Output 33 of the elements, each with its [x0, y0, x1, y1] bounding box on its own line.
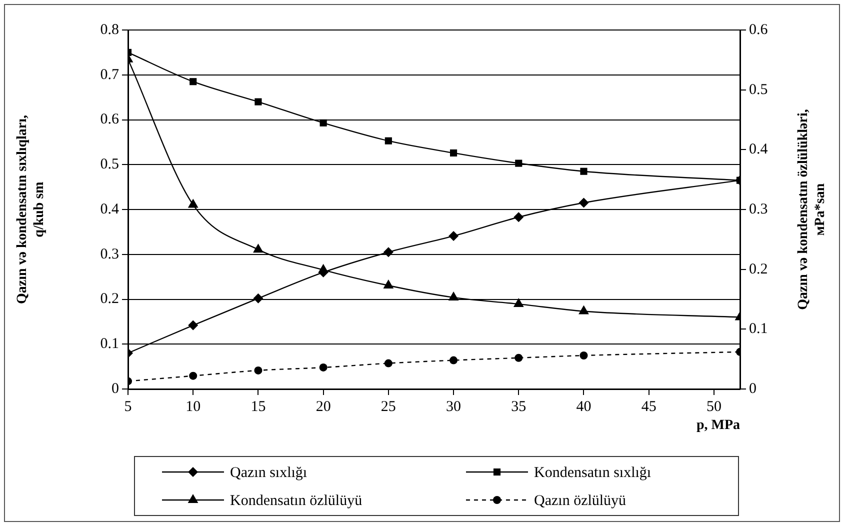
y-tick-label: 0.1 [100, 336, 119, 352]
y2-tick-label: 0.2 [749, 261, 768, 278]
y2-tick-label: 0 [749, 380, 756, 397]
y-tick-label: 0.4 [100, 201, 120, 218]
x-axis-title: p, MPa [696, 418, 740, 434]
x-tick-label: 35 [511, 398, 526, 415]
y-tick-label: 0.3 [100, 246, 119, 262]
legend-label: Kondensatın sıxlığı [534, 464, 652, 481]
y-tick-label: 0.7 [100, 66, 120, 83]
legend-label: Qazın özlülüyü [534, 492, 627, 509]
y-tick-label: 0.6 [100, 112, 120, 128]
y2-tick-label: 0.5 [749, 82, 768, 98]
x-tick-label: 45 [641, 398, 656, 415]
y2-tick-label: 0.3 [749, 201, 768, 218]
legend-label: Kondensatın özlülüyü [230, 492, 363, 509]
x-tick-label: 10 [186, 398, 201, 415]
y-axis-title: Qazın və kondensatın sıxlıqları, q/kub sm [15, 114, 47, 304]
x-tick-label: 25 [380, 398, 396, 415]
x-tick-label: 50 [706, 398, 722, 415]
y2-tick-label: 0.6 [749, 22, 768, 38]
y2-tick-label: 0.4 [749, 142, 768, 158]
legend-label: Qazın sıxlığı [230, 464, 308, 481]
x-tick-label: 40 [576, 398, 592, 415]
y-tick-label: 0.2 [100, 291, 119, 308]
x-tick-label: 20 [316, 398, 331, 415]
y-tick-label: 0.5 [100, 156, 119, 173]
y-tick-label: 0 [112, 380, 119, 397]
x-tick-label: 30 [446, 398, 462, 415]
y2-axis-title: Qazın və kondensatın özlülükləri, мPa*san [796, 109, 828, 310]
x-tick-label: 15 [250, 398, 266, 415]
y2-tick-label: 0.1 [749, 321, 768, 338]
x-tick-label: 5 [124, 398, 132, 415]
y-tick-label: 0.8 [100, 22, 119, 38]
